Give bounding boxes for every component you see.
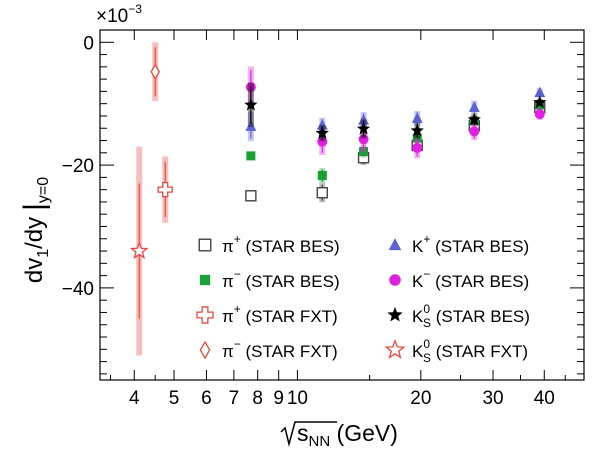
legend-entry: π+ (STAR BES) bbox=[198, 232, 340, 256]
x-tick-label: 40 bbox=[534, 388, 555, 409]
legend-marker bbox=[387, 306, 403, 322]
data-point bbox=[359, 147, 369, 157]
data-point bbox=[150, 63, 160, 81]
data-point bbox=[246, 151, 256, 161]
legend-marker bbox=[198, 238, 212, 252]
series-5 bbox=[245, 66, 545, 159]
data-point bbox=[358, 114, 370, 125]
x-tick-label: 8 bbox=[252, 388, 263, 409]
data-point bbox=[245, 190, 257, 202]
data-point bbox=[533, 95, 547, 109]
legend-entry: K+ (STAR BES) bbox=[388, 232, 529, 256]
x-tick-label: 5 bbox=[169, 388, 180, 409]
data-point bbox=[244, 97, 258, 111]
x-tick-label: 6 bbox=[201, 388, 212, 409]
data-point bbox=[317, 136, 328, 147]
legend-entry: π− (STAR BES) bbox=[199, 267, 340, 291]
legend-label: K+ (STAR BES) bbox=[412, 232, 529, 256]
x-tick-label: 4 bbox=[129, 388, 140, 409]
data-point bbox=[467, 112, 481, 126]
data-point bbox=[411, 112, 423, 123]
x-axis-title: sNN (GeV) bbox=[280, 420, 398, 450]
y-axis-title: dv1/dy|y=0 bbox=[18, 177, 52, 283]
legend-label: π− (STAR FXT) bbox=[222, 337, 338, 361]
data-point bbox=[356, 121, 371, 135]
series-3 bbox=[150, 42, 160, 102]
data-point bbox=[358, 134, 369, 145]
series-0 bbox=[245, 101, 546, 203]
legend-marker bbox=[388, 238, 402, 251]
legend-marker bbox=[384, 338, 406, 359]
legend-marker bbox=[199, 274, 211, 286]
data-point bbox=[468, 101, 480, 112]
plot-frame bbox=[99, 29, 585, 381]
svg-text:sNN (GeV): sNN (GeV) bbox=[297, 420, 398, 450]
x-tick-label: 20 bbox=[410, 388, 431, 409]
legend-entry: K− (STAR BES) bbox=[389, 267, 529, 291]
data-point bbox=[315, 126, 329, 139]
data-point bbox=[534, 86, 546, 98]
series-7 bbox=[129, 146, 149, 356]
data-point bbox=[129, 241, 149, 259]
data-point bbox=[316, 119, 328, 130]
data-point bbox=[317, 171, 327, 181]
data-point bbox=[412, 142, 423, 153]
data-point bbox=[469, 126, 480, 137]
legend-entry: π− (STAR FXT) bbox=[199, 337, 338, 361]
data-point bbox=[410, 123, 424, 137]
scale-factor: ×10−3 bbox=[96, 2, 142, 27]
y-tick-label: −40 bbox=[62, 279, 94, 300]
x-tick-label: 9 bbox=[273, 388, 284, 409]
legend: π+ (STAR BES) K+ (STAR BES) π− (STAR BES) K… bbox=[196, 232, 530, 365]
data-point bbox=[316, 187, 329, 199]
series-6 bbox=[244, 82, 547, 142]
data-point bbox=[412, 133, 422, 143]
data-point bbox=[534, 109, 545, 120]
series-1 bbox=[246, 100, 545, 183]
series-2 bbox=[157, 156, 173, 223]
data-point bbox=[157, 181, 173, 198]
legend-label: π+ (STAR FXT) bbox=[222, 302, 338, 326]
data-point bbox=[245, 120, 257, 131]
sqrt-sign bbox=[280, 421, 337, 447]
legend-label: π+ (STAR BES) bbox=[222, 232, 340, 256]
legend-label: K0 S (STAR FXT) bbox=[412, 337, 528, 365]
x-tick-label: 10 bbox=[287, 388, 308, 409]
series-4 bbox=[245, 86, 546, 142]
legend-label: π− (STAR BES) bbox=[222, 267, 340, 291]
x-tick-label: 30 bbox=[482, 388, 503, 409]
legend-entry: K0 S (STAR BES) bbox=[387, 302, 530, 330]
legend-entry: π+ (STAR FXT) bbox=[196, 302, 338, 326]
legend-entry: K0 S (STAR FXT) bbox=[384, 337, 528, 365]
legend-marker bbox=[199, 340, 211, 360]
legend-label: K− (STAR BES) bbox=[412, 267, 529, 291]
y-tick-label: 0 bbox=[83, 33, 94, 54]
y-tick-label: −20 bbox=[62, 156, 94, 177]
legend-label: K0 S (STAR BES) bbox=[412, 302, 530, 330]
x-tick-label: 7 bbox=[229, 388, 240, 409]
legend-marker bbox=[389, 274, 401, 286]
legend-marker bbox=[196, 306, 214, 324]
